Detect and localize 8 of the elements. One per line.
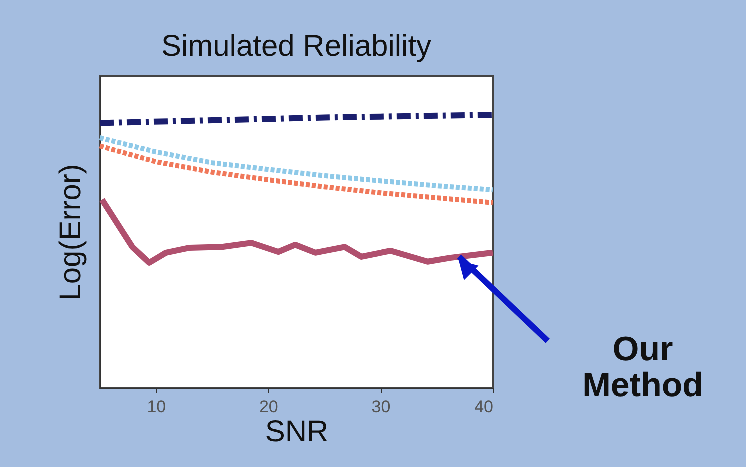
chart-title: Simulated Reliability — [161, 30, 432, 63]
y-axis-title: Log(Error) — [54, 164, 88, 301]
x-tick-label: 10 — [147, 398, 166, 416]
x-tick-label: 40 — [474, 398, 494, 416]
x-tick-label: 30 — [372, 398, 391, 416]
annotation: Our Method — [582, 330, 704, 405]
x-tick-label: 20 — [259, 398, 278, 416]
x-axis-title: SNR — [265, 416, 329, 448]
